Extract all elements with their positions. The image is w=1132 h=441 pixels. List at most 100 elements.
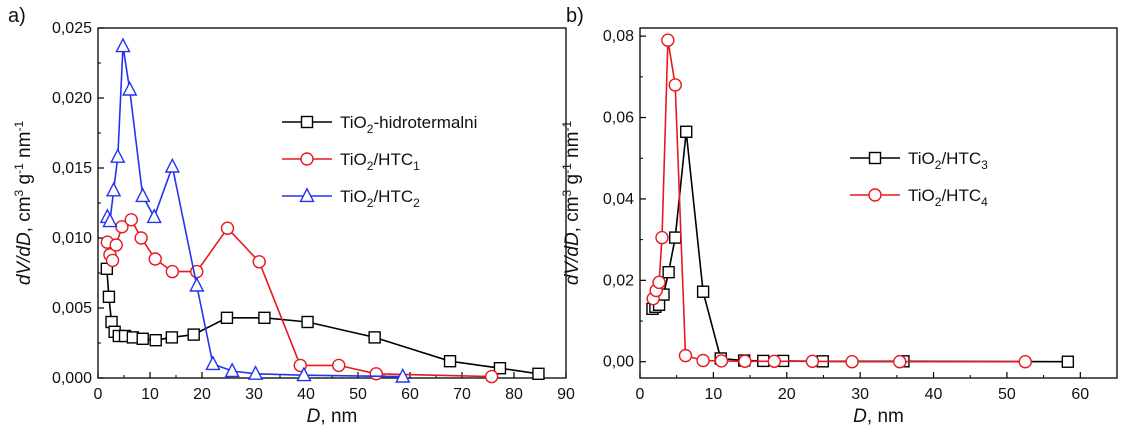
data-point	[205, 355, 221, 371]
data-point	[134, 231, 148, 245]
x-axis-title: D, nm	[853, 406, 904, 427]
data-point	[845, 355, 859, 369]
data-point	[105, 253, 120, 268]
legend-entry: TiO2/HTC3	[850, 149, 988, 172]
y-axis-title: dV/dD, cm3 g-1 nm-1	[12, 121, 35, 286]
data-point	[332, 358, 346, 373]
series-1	[100, 262, 545, 380]
legend-marker	[299, 187, 315, 203]
x-tick-label: 10	[141, 386, 159, 403]
data-point	[655, 230, 669, 245]
x-tick-label: 30	[245, 386, 263, 403]
data-point	[146, 208, 162, 224]
series-line	[652, 131, 1068, 363]
data-point	[187, 328, 200, 341]
series-line	[106, 46, 403, 378]
legend-label: TiO2/HTC2	[340, 187, 420, 210]
data-point	[661, 33, 675, 47]
data-point	[532, 367, 545, 380]
data-point	[115, 37, 131, 53]
data-point	[1018, 355, 1032, 369]
legend-entry: TiO2/HTC1	[282, 150, 420, 173]
x-tick-label: 80	[505, 386, 523, 403]
series-3	[99, 37, 411, 383]
plot-frame	[639, 27, 1118, 379]
series-2	[100, 213, 499, 384]
data-point	[220, 221, 235, 235]
x-tick-label: 50	[349, 386, 367, 403]
y-tick-label: 0,04	[603, 191, 634, 208]
data-point	[247, 365, 264, 380]
legend-label: TiO2/HTC3	[908, 149, 988, 172]
data-point	[668, 78, 682, 92]
x-tick-label: 20	[193, 386, 211, 403]
legend-marker	[300, 152, 314, 166]
data-point	[189, 276, 205, 292]
data-point	[805, 354, 820, 369]
chart-panel-2: 0 10 20 30 40 50 60 0,00 0,02 0,04 0,06 0,08 b) D, nm…	[560, 5, 1118, 427]
y-tick-label: 0,02	[603, 272, 634, 289]
data-point	[296, 366, 312, 382]
data-point	[767, 354, 781, 369]
data-point	[669, 231, 682, 244]
data-point	[696, 285, 710, 298]
x-tick-label: 50	[998, 386, 1016, 403]
data-point	[258, 311, 271, 324]
y-tick-label: 0,000	[52, 370, 92, 387]
x-axis-title: D, nm	[307, 406, 358, 427]
y-tick-label: 0,010	[52, 230, 92, 247]
x-tick-label: 60	[401, 386, 419, 403]
x-tick-label: 60	[1071, 386, 1089, 403]
series-1	[646, 125, 1075, 368]
data-point	[443, 355, 457, 368]
data-point	[301, 315, 314, 329]
y-tick-label: 0,08	[603, 28, 634, 45]
data-point	[484, 369, 499, 384]
data-point	[714, 354, 729, 368]
y-tick-label: 0,00	[603, 354, 634, 371]
x-tick-label: 0	[94, 386, 103, 403]
data-point	[224, 362, 240, 378]
series-2	[646, 33, 1032, 369]
x-tick-label: 40	[297, 386, 315, 403]
y-tick-label: 0,015	[52, 160, 92, 177]
data-point	[696, 353, 710, 368]
data-point	[109, 238, 123, 252]
data-point	[102, 212, 118, 228]
data-point	[220, 311, 234, 324]
x-tick-label: 20	[778, 386, 796, 403]
data-point	[165, 264, 180, 279]
plot-frame	[97, 27, 567, 379]
legend-marker	[868, 151, 882, 165]
data-point	[148, 252, 162, 266]
y-tick-label: 0,005	[52, 300, 92, 317]
legend-entry: TiO2/HTC2	[282, 187, 420, 210]
data-point	[110, 148, 126, 163]
legend-marker	[868, 188, 882, 202]
data-point	[1061, 355, 1075, 368]
series-line	[106, 268, 539, 375]
legend-marker	[300, 115, 314, 129]
data-point	[165, 331, 179, 344]
data-point	[136, 332, 149, 345]
data-point	[124, 213, 138, 227]
panel-label: a)	[8, 5, 26, 27]
x-tick-label: 90	[557, 386, 575, 403]
data-point	[252, 255, 266, 269]
data-point	[893, 355, 907, 369]
data-point	[105, 181, 122, 197]
data-point	[149, 334, 162, 347]
data-point	[395, 367, 411, 383]
y-tick-label: 0,025	[52, 20, 92, 37]
data-point	[652, 275, 666, 290]
data-point	[135, 187, 151, 203]
legend-label: TiO2/HTC1	[340, 150, 420, 173]
data-point	[678, 348, 693, 363]
x-tick-label: 40	[925, 386, 943, 403]
y-axis-title: dV/dD, cm3 g-1 nm-1	[560, 121, 583, 286]
data-point	[680, 125, 693, 138]
y-tick-label: 0,06	[603, 110, 634, 127]
y-tick-label: 0,020	[52, 90, 92, 107]
data-point	[164, 157, 181, 173]
